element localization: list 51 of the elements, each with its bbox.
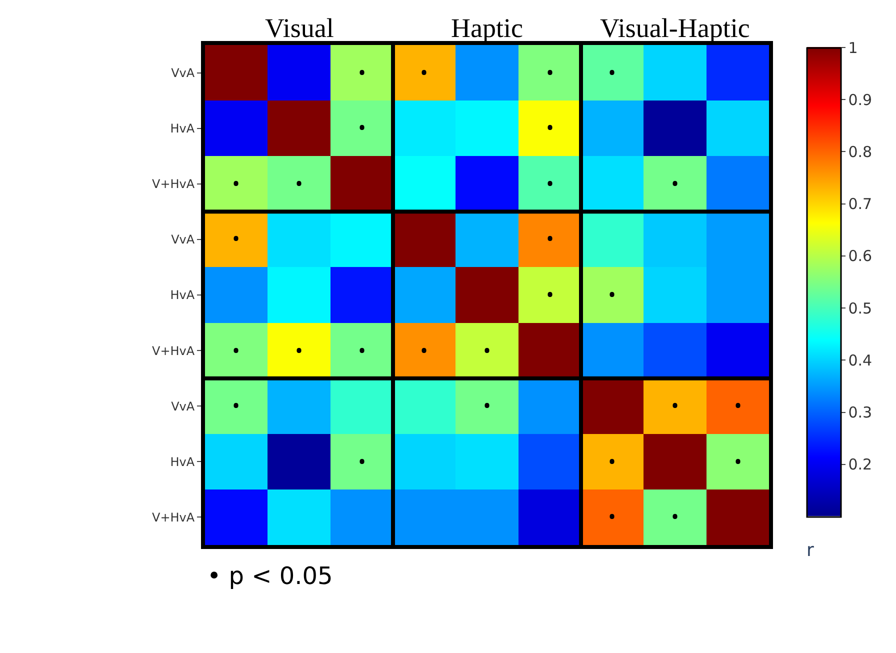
color-bar-label: 0.5 (848, 299, 872, 318)
data-label: • (358, 446, 366, 477)
color-bar-label: 0.9 (848, 90, 872, 109)
y-tick-label: VvA (171, 399, 196, 414)
data-label: • (608, 58, 616, 88)
data-label: • (232, 168, 240, 199)
data-label: • (232, 390, 240, 421)
color-bar-title: r (806, 540, 814, 561)
color-bar-label: 0.3 (848, 404, 872, 422)
data-label: • (232, 224, 240, 254)
data-label: • (546, 58, 554, 88)
y-tick-label: HvA (170, 122, 196, 136)
data-label: • (420, 336, 428, 366)
data-label: • (546, 280, 554, 310)
data-label: • (734, 390, 742, 421)
data-label: • (358, 58, 366, 88)
data-label: • (546, 168, 554, 199)
y-tick-label: V+HvA (152, 177, 196, 192)
color-bar-label: 0.7 (848, 195, 872, 214)
data-label: • (670, 502, 680, 532)
color-bar-label: 1 (848, 38, 858, 57)
text: Haptic (451, 13, 523, 43)
color-bar-label: 0.4 (848, 351, 872, 370)
data-label: • (670, 168, 680, 199)
data-label: • (670, 390, 680, 421)
data-label: • (546, 224, 554, 254)
data-label: • (294, 168, 304, 199)
data-label: • (608, 280, 616, 310)
data-label: • (294, 336, 304, 366)
color-bar-label: 0.8 (848, 142, 872, 161)
y-tick-label: HvA (170, 454, 196, 469)
data-label: • (482, 336, 492, 366)
color-bar-label: 0.6 (848, 247, 872, 266)
y-tick-label: HvA (170, 288, 196, 302)
data-label: • (420, 58, 428, 88)
data-label: • (546, 112, 554, 143)
text: Visual (265, 13, 334, 43)
data-label: • (608, 502, 616, 532)
data-label: • (734, 446, 742, 477)
data-label: • (358, 336, 366, 366)
text: Visual-Haptic (600, 13, 750, 43)
y-tick-label: V+HvA (152, 510, 196, 524)
y-tick-label: VvA (171, 66, 196, 80)
text: • p < 0.05 (207, 562, 333, 590)
data-label: • (358, 112, 366, 143)
data-label: • (232, 336, 240, 366)
y-tick-label: VvA (171, 232, 196, 247)
data-label: • (608, 446, 616, 477)
color-bar-label: 0.2 (848, 456, 872, 474)
y-tick-label: V+HvA (152, 344, 196, 358)
data-label: • (482, 390, 492, 421)
